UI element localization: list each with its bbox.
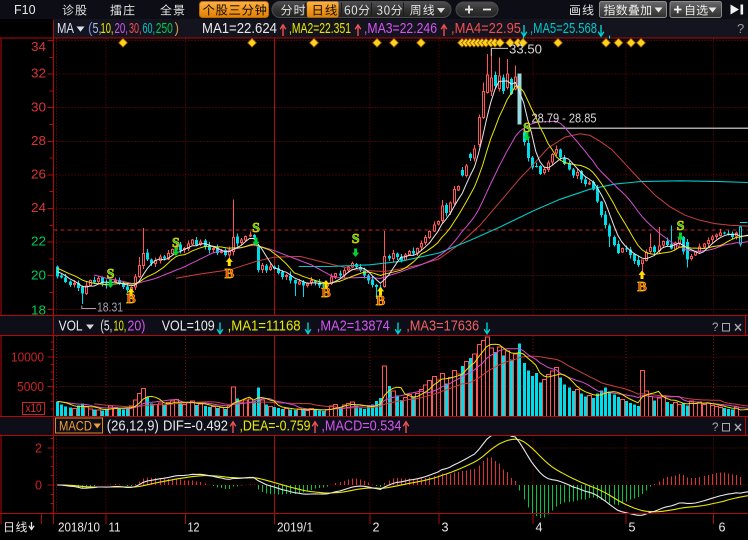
svg-text:,MA3=22.246: ,MA3=22.246 (364, 21, 437, 37)
svg-text:250: 250 (156, 21, 173, 37)
svg-text:5: 5 (629, 521, 636, 535)
svg-text:VOL=109: VOL=109 (162, 319, 215, 335)
svg-text:2018/10: 2018/10 (58, 521, 100, 535)
svg-text:26: 26 (31, 168, 46, 182)
svg-text:2: 2 (35, 441, 42, 455)
svg-text:3: 3 (442, 521, 449, 535)
svg-text:B: B (637, 280, 646, 295)
svg-text:20): 20) (127, 319, 145, 335)
svg-text:S: S (252, 221, 260, 236)
svg-text:10,: 10, (101, 21, 114, 37)
svg-text:24: 24 (31, 201, 46, 215)
svg-text:DIF=-0.492: DIF=-0.492 (163, 419, 228, 435)
svg-text:20,: 20, (115, 21, 129, 37)
svg-text:MACD: MACD (59, 419, 92, 434)
svg-text:S: S (352, 232, 360, 247)
svg-text:): ) (175, 21, 180, 37)
svg-text:33.50: 33.50 (509, 42, 542, 57)
svg-text:12: 12 (188, 521, 200, 535)
svg-text:6: 6 (719, 521, 726, 535)
svg-text:x10: x10 (26, 401, 42, 415)
svg-text:,MA4=22.95: ,MA4=22.95 (451, 21, 521, 37)
svg-text:,MA1=11168: ,MA1=11168 (228, 319, 301, 335)
svg-text:B: B (376, 294, 385, 309)
svg-text:10,: 10, (113, 319, 126, 335)
svg-text:,MA3=17636: ,MA3=17636 (406, 319, 479, 335)
svg-text:?: ? (712, 322, 718, 334)
svg-text:,DEA=-0.759: ,DEA=-0.759 (240, 419, 311, 435)
svg-text:S: S (677, 219, 685, 234)
svg-text:28: 28 (31, 134, 46, 148)
svg-text:VOL: VOL (59, 319, 83, 335)
svg-text:20: 20 (31, 268, 46, 282)
svg-text:,MACD=0.534: ,MACD=0.534 (321, 419, 401, 435)
svg-text:18.31: 18.31 (97, 301, 123, 315)
svg-text:32: 32 (31, 67, 46, 81)
svg-text:5000: 5000 (17, 380, 44, 394)
svg-text:11: 11 (109, 521, 121, 535)
svg-text:28.79 - 28.85: 28.79 - 28.85 (532, 112, 597, 126)
svg-text:30: 30 (31, 100, 46, 114)
svg-text:B: B (321, 286, 330, 301)
svg-text:4: 4 (536, 521, 543, 535)
svg-text:?: ? (737, 21, 744, 36)
svg-text:,MA2=13874: ,MA2=13874 (317, 319, 390, 335)
svg-text:S: S (107, 267, 115, 282)
svg-text:(5,: (5, (100, 319, 112, 335)
svg-text:10000: 10000 (11, 350, 44, 364)
svg-text:S: S (523, 121, 531, 136)
svg-text:B: B (126, 292, 135, 307)
svg-text:MA1=22.624: MA1=22.624 (202, 21, 277, 37)
svg-text:22: 22 (31, 235, 46, 249)
svg-text:?: ? (712, 422, 718, 434)
svg-text:,MA2=22.351: ,MA2=22.351 (289, 21, 351, 37)
svg-text:2019/1: 2019/1 (277, 521, 313, 535)
svg-text:F10: F10 (14, 3, 36, 17)
svg-text:34: 34 (31, 40, 46, 54)
svg-text:2: 2 (373, 521, 380, 535)
svg-text:30,: 30, (129, 21, 142, 37)
svg-text:0: 0 (35, 479, 42, 493)
svg-text:,MA5=25.568: ,MA5=25.568 (530, 21, 597, 37)
svg-text:S: S (172, 236, 180, 251)
svg-text:B: B (225, 267, 234, 282)
svg-text:MA: MA (57, 21, 74, 37)
svg-text:60,: 60, (143, 21, 156, 37)
svg-text:(26,12,9): (26,12,9) (107, 419, 159, 435)
